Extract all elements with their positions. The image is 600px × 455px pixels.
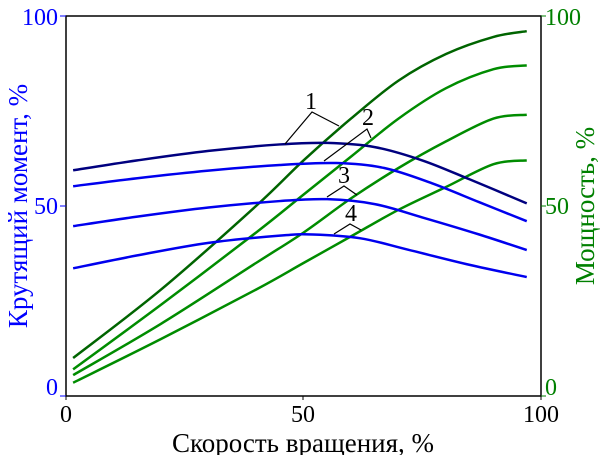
torque-curve-3 [72, 197, 528, 252]
x-tick-label: 100 [523, 402, 559, 428]
x-axis-label: Скорость вращения, % [172, 428, 434, 455]
y-left-tick-label: 0 [46, 375, 58, 401]
y-right-tick-label: 0 [545, 375, 557, 401]
torque-curve-1 [72, 141, 528, 205]
power-curve-1 [72, 29, 527, 359]
annotation-label-3: 3 [338, 163, 350, 189]
y-left-tick-label: 50 [34, 194, 58, 220]
y-left-tick-label: 100 [22, 5, 58, 31]
curves [72, 29, 528, 384]
annotation-leader-4 [333, 223, 362, 235]
x-tick-label: 0 [60, 402, 72, 428]
torque-curve-2 [72, 161, 528, 223]
y-right-axis-label: Мощность, % [570, 127, 600, 285]
annotation-leader-1 [284, 111, 340, 145]
annotation-leader-2 [323, 128, 372, 162]
y-right-tick-label: 100 [545, 5, 581, 31]
annotation-label-4: 4 [345, 201, 357, 227]
x-tick-label: 50 [291, 402, 315, 428]
annotation-label-1: 1 [305, 89, 317, 115]
power-curve-2 [72, 64, 527, 371]
torque-curve-4 [72, 233, 528, 279]
annotation-leader-3 [326, 185, 358, 198]
y-left-axis-label: Крутящий момент, % [3, 84, 33, 328]
power-curve-4 [72, 159, 527, 384]
annotation-label-2: 2 [362, 105, 374, 131]
y-right-tick-label: 50 [545, 194, 569, 220]
power-curve-3 [72, 113, 527, 377]
